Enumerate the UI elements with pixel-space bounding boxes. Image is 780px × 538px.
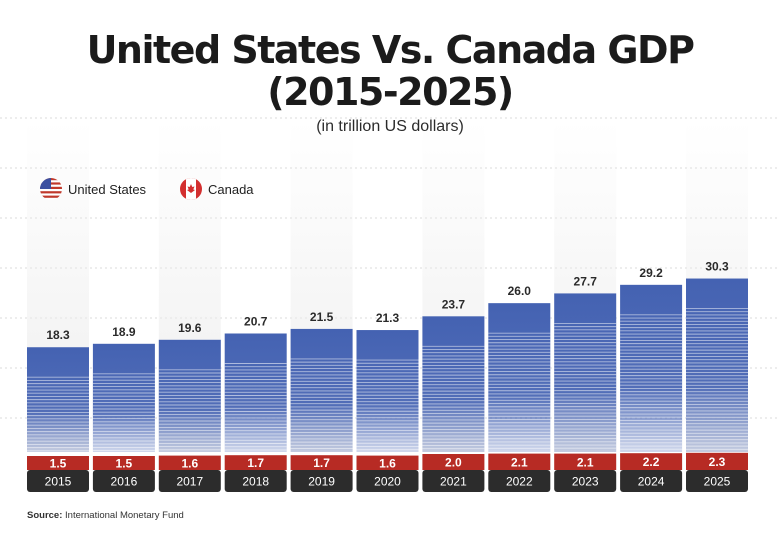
legend-item-canada: Canada [180, 178, 254, 200]
year-label-box [686, 470, 748, 492]
year-label-box [620, 470, 683, 492]
bar-us [158, 339, 221, 452]
bar-us [224, 333, 287, 452]
year-label-box [488, 470, 551, 492]
x-tick-label: 2018 [242, 475, 269, 489]
legend-label-canada: Canada [208, 181, 254, 197]
bar-canada [92, 456, 155, 470]
bar-us [686, 278, 748, 452]
data-label-canada: 2.1 [511, 455, 528, 469]
year-label-box [224, 470, 287, 492]
data-label-canada: 2.2 [643, 455, 660, 469]
bar-canada [686, 452, 748, 470]
year-label-box [422, 470, 485, 492]
bar-us [422, 316, 485, 452]
bar-canada [620, 453, 683, 470]
data-label-canada: 1.5 [50, 457, 67, 471]
x-tick-label: 2024 [638, 475, 665, 489]
year-label-box [290, 470, 353, 492]
canada-flag-icon [180, 178, 202, 200]
data-label-us: 18.3 [46, 328, 70, 342]
bar-canada [488, 453, 551, 470]
data-label-us: 20.7 [244, 314, 268, 328]
data-label-us: 18.9 [112, 325, 136, 339]
bar-canada [27, 456, 89, 470]
year-label-box [92, 470, 155, 492]
x-tick-label: 2015 [45, 475, 72, 489]
data-label-us: 30.3 [705, 260, 729, 274]
bar-canada [290, 455, 353, 470]
data-label-us: 21.3 [376, 311, 400, 325]
x-tick-label: 2022 [506, 475, 533, 489]
data-label-canada: 2.3 [709, 455, 726, 469]
bar-us [92, 343, 155, 452]
bar-canada [554, 453, 617, 470]
bar-canada [356, 455, 419, 470]
legend-item-us: United States [40, 178, 146, 200]
data-label-canada: 1.6 [379, 456, 396, 470]
data-label-us: 21.5 [310, 310, 334, 324]
source-label: Source: [27, 510, 63, 521]
data-label-us: 23.7 [442, 297, 466, 311]
source-text: International Monetary Fund [65, 510, 184, 521]
x-tick-label: 2020 [374, 475, 401, 489]
data-label-us: 26.0 [508, 284, 532, 298]
x-tick-label: 2016 [111, 475, 138, 489]
year-label-box [356, 470, 419, 492]
chart-title-line2: (2015-2025) [267, 70, 514, 114]
year-label-box [27, 470, 89, 492]
x-tick-label: 2023 [572, 475, 599, 489]
x-tick-label: 2019 [308, 475, 335, 489]
data-label-canada: 1.7 [247, 456, 264, 470]
data-label-us: 29.2 [639, 266, 663, 280]
legend-label-us: United States [68, 181, 147, 197]
us-flag-icon [40, 178, 62, 200]
source-note: Source: International Monetary Fund [27, 510, 184, 521]
data-label-canada: 1.5 [116, 457, 133, 471]
bar-us [620, 284, 683, 452]
x-tick-label: 2021 [440, 475, 467, 489]
bar-canada [224, 455, 287, 470]
bar-canada [422, 454, 485, 470]
data-label-us: 19.6 [178, 321, 202, 335]
bar-us [356, 330, 419, 452]
data-label-canada: 1.7 [313, 456, 330, 470]
x-tick-label: 2017 [176, 475, 203, 489]
data-label-us: 27.7 [574, 274, 598, 288]
bar-canada [158, 455, 221, 470]
year-label-box [158, 470, 221, 492]
data-label-canada: 2.1 [577, 455, 594, 469]
year-label-box [554, 470, 617, 492]
x-tick-label: 2025 [704, 475, 731, 489]
data-label-canada: 2.0 [445, 456, 462, 470]
data-label-canada: 1.6 [181, 456, 198, 470]
chart-title-line1: United States Vs. Canada GDP [86, 28, 695, 72]
bar-us [290, 328, 353, 452]
bar-us [554, 293, 617, 452]
